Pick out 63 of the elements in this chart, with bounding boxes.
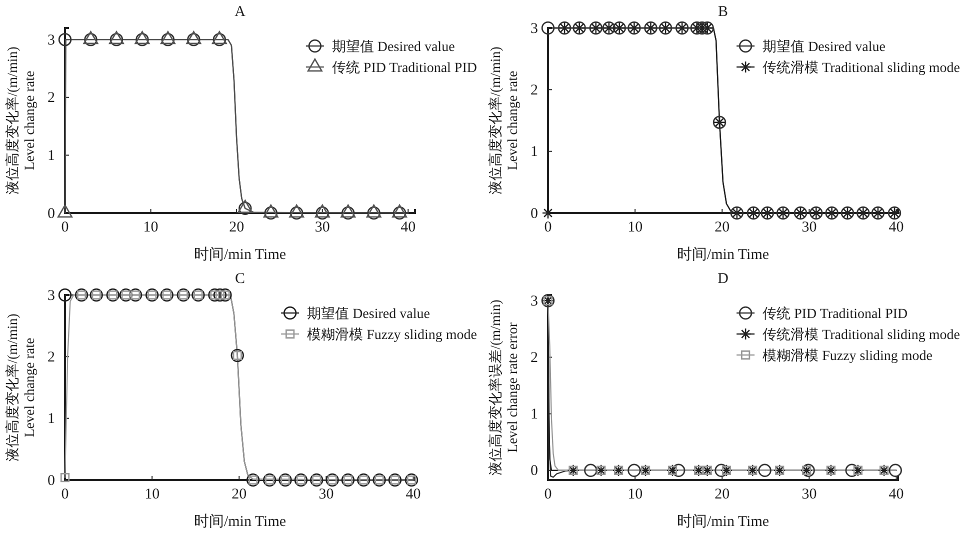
y-tick-label: 2 [48, 349, 55, 366]
chart-title: C [234, 271, 246, 287]
x-tick-label: 20 [714, 486, 730, 503]
legend-label: 期望值 Desired value [762, 39, 886, 55]
x-tick-label: 10 [628, 220, 643, 236]
x-tick-label: 20 [714, 220, 730, 236]
x-tick-label: 30 [802, 220, 817, 236]
x-axis-title: 时间/min Time [194, 513, 286, 530]
y-tick-label: 2 [530, 350, 538, 366]
x-tick-label: 40 [888, 220, 904, 236]
x-tick-label: 20 [232, 486, 247, 503]
point [541, 21, 555, 35]
chart-title: D [718, 271, 729, 287]
y-tick-label: 0 [530, 206, 538, 222]
x-tick-label: 10 [628, 486, 643, 503]
y-tick-label: 3 [48, 32, 55, 48]
x-axis-title: 时间/min Time [676, 513, 770, 530]
y-tick-label: 0 [530, 463, 538, 480]
x-tick-label: 10 [144, 486, 160, 503]
y-axis-title: 液位高度变化率误差/(m/min) Level change rate error [488, 299, 521, 476]
point [262, 473, 276, 487]
x-axis-title: 时间/min Time [194, 246, 286, 263]
y-tick-label: 2 [48, 90, 55, 106]
y-tick-label: 3 [48, 288, 55, 304]
x-tick-label: 40 [406, 486, 421, 503]
y-tick-label: 1 [530, 144, 538, 160]
chart-title: B [718, 4, 728, 20]
y-tick-label: 0 [48, 206, 55, 222]
y-tick-label: 1 [48, 148, 55, 164]
legend-label: 模糊滑模 Fuzzy sliding mode [307, 327, 477, 343]
y-tick-label: 3 [530, 20, 538, 37]
y-tick-label: 2 [530, 82, 538, 98]
legend-label: 模糊滑模 Fuzzy sliding mode [762, 348, 932, 364]
legend-label: 期望值 Desired value [332, 39, 455, 55]
point [176, 288, 190, 302]
x-tick-label: 0 [544, 220, 552, 236]
chart-title: A [234, 4, 246, 20]
point [106, 288, 120, 302]
y-tick-label: 0 [48, 472, 55, 489]
y-axis-title: 液位高度变化率/(m/min) Level change rate [5, 46, 38, 194]
y-axis-title: 液位高度变化率/(m/min) Level change rate [5, 313, 38, 462]
y-tick-label: 1 [48, 411, 55, 428]
legend-label: 传统 PID Traditional PID [762, 306, 908, 322]
x-tick-label: 30 [802, 486, 817, 503]
x-tick-label: 0 [544, 486, 552, 503]
point [60, 472, 70, 482]
point [230, 348, 244, 362]
y-tick-label: 3 [530, 293, 538, 310]
x-tick-label: 40 [888, 486, 904, 503]
x-tick-label: 20 [229, 220, 244, 236]
x-tick-label: 10 [143, 220, 158, 236]
legend-label: 传统滑模 Traditional sliding mode [762, 327, 960, 343]
x-tick-label: 30 [314, 220, 330, 236]
x-tick-label: 30 [318, 486, 334, 503]
x-tick-label: 0 [61, 220, 69, 236]
legend-label: 传统 PID Traditional PID [332, 60, 477, 76]
legend-label: 期望值 Desired value [307, 306, 430, 322]
legend-label: 传统滑模 Traditional sliding mode [762, 60, 960, 76]
y-tick-label: 1 [530, 406, 538, 423]
x-tick-label: 40 [400, 220, 416, 236]
y-axis-title: 液位高度变化率/(m/min) Level change rate [488, 46, 521, 194]
x-axis-title: 时间/min Time [676, 246, 770, 263]
x-tick-label: 0 [61, 486, 69, 503]
